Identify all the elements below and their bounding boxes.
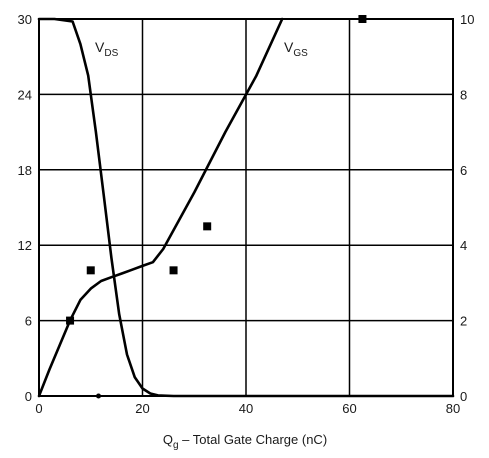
y-right-tick-label: 6 bbox=[460, 163, 467, 178]
y-right-tick-label: 8 bbox=[460, 87, 467, 102]
data-marker bbox=[358, 15, 367, 23]
data-marker bbox=[169, 266, 178, 275]
data-marker bbox=[66, 316, 75, 325]
vds-line bbox=[37, 17, 455, 398]
vds-series-label: VDS bbox=[95, 39, 119, 59]
x-tick-label: 20 bbox=[135, 401, 149, 416]
y-left-tick-label: 24 bbox=[18, 87, 32, 102]
x-tick-label: 40 bbox=[239, 401, 253, 416]
x-axis-label: Qg – Total Gate Charge (nC) bbox=[163, 432, 327, 451]
y-left-tick-label: 30 bbox=[18, 12, 32, 27]
y-left-tick-label: 0 bbox=[25, 389, 32, 404]
vgs-series-label: VGS bbox=[284, 39, 308, 59]
y-left-tick-label: 18 bbox=[18, 163, 32, 178]
data-marker bbox=[86, 266, 95, 275]
x-tick-label: 60 bbox=[342, 401, 356, 416]
data-marker bbox=[203, 222, 212, 231]
x-tick-label: 0 bbox=[35, 401, 42, 416]
grid bbox=[38, 18, 454, 397]
data-dot bbox=[96, 393, 102, 399]
x-tick-label: 80 bbox=[446, 401, 460, 416]
series-group bbox=[37, 17, 455, 398]
y-right-tick-label: 4 bbox=[460, 238, 467, 253]
y-left-tick-label: 6 bbox=[25, 314, 32, 329]
vgs-line bbox=[37, 17, 284, 398]
marker-group bbox=[66, 15, 367, 399]
y-left-tick-label: 12 bbox=[18, 238, 32, 253]
y-right-tick-label: 0 bbox=[460, 389, 467, 404]
y-right-tick-label: 10 bbox=[460, 12, 474, 27]
y-right-tick-label: 2 bbox=[460, 314, 467, 329]
